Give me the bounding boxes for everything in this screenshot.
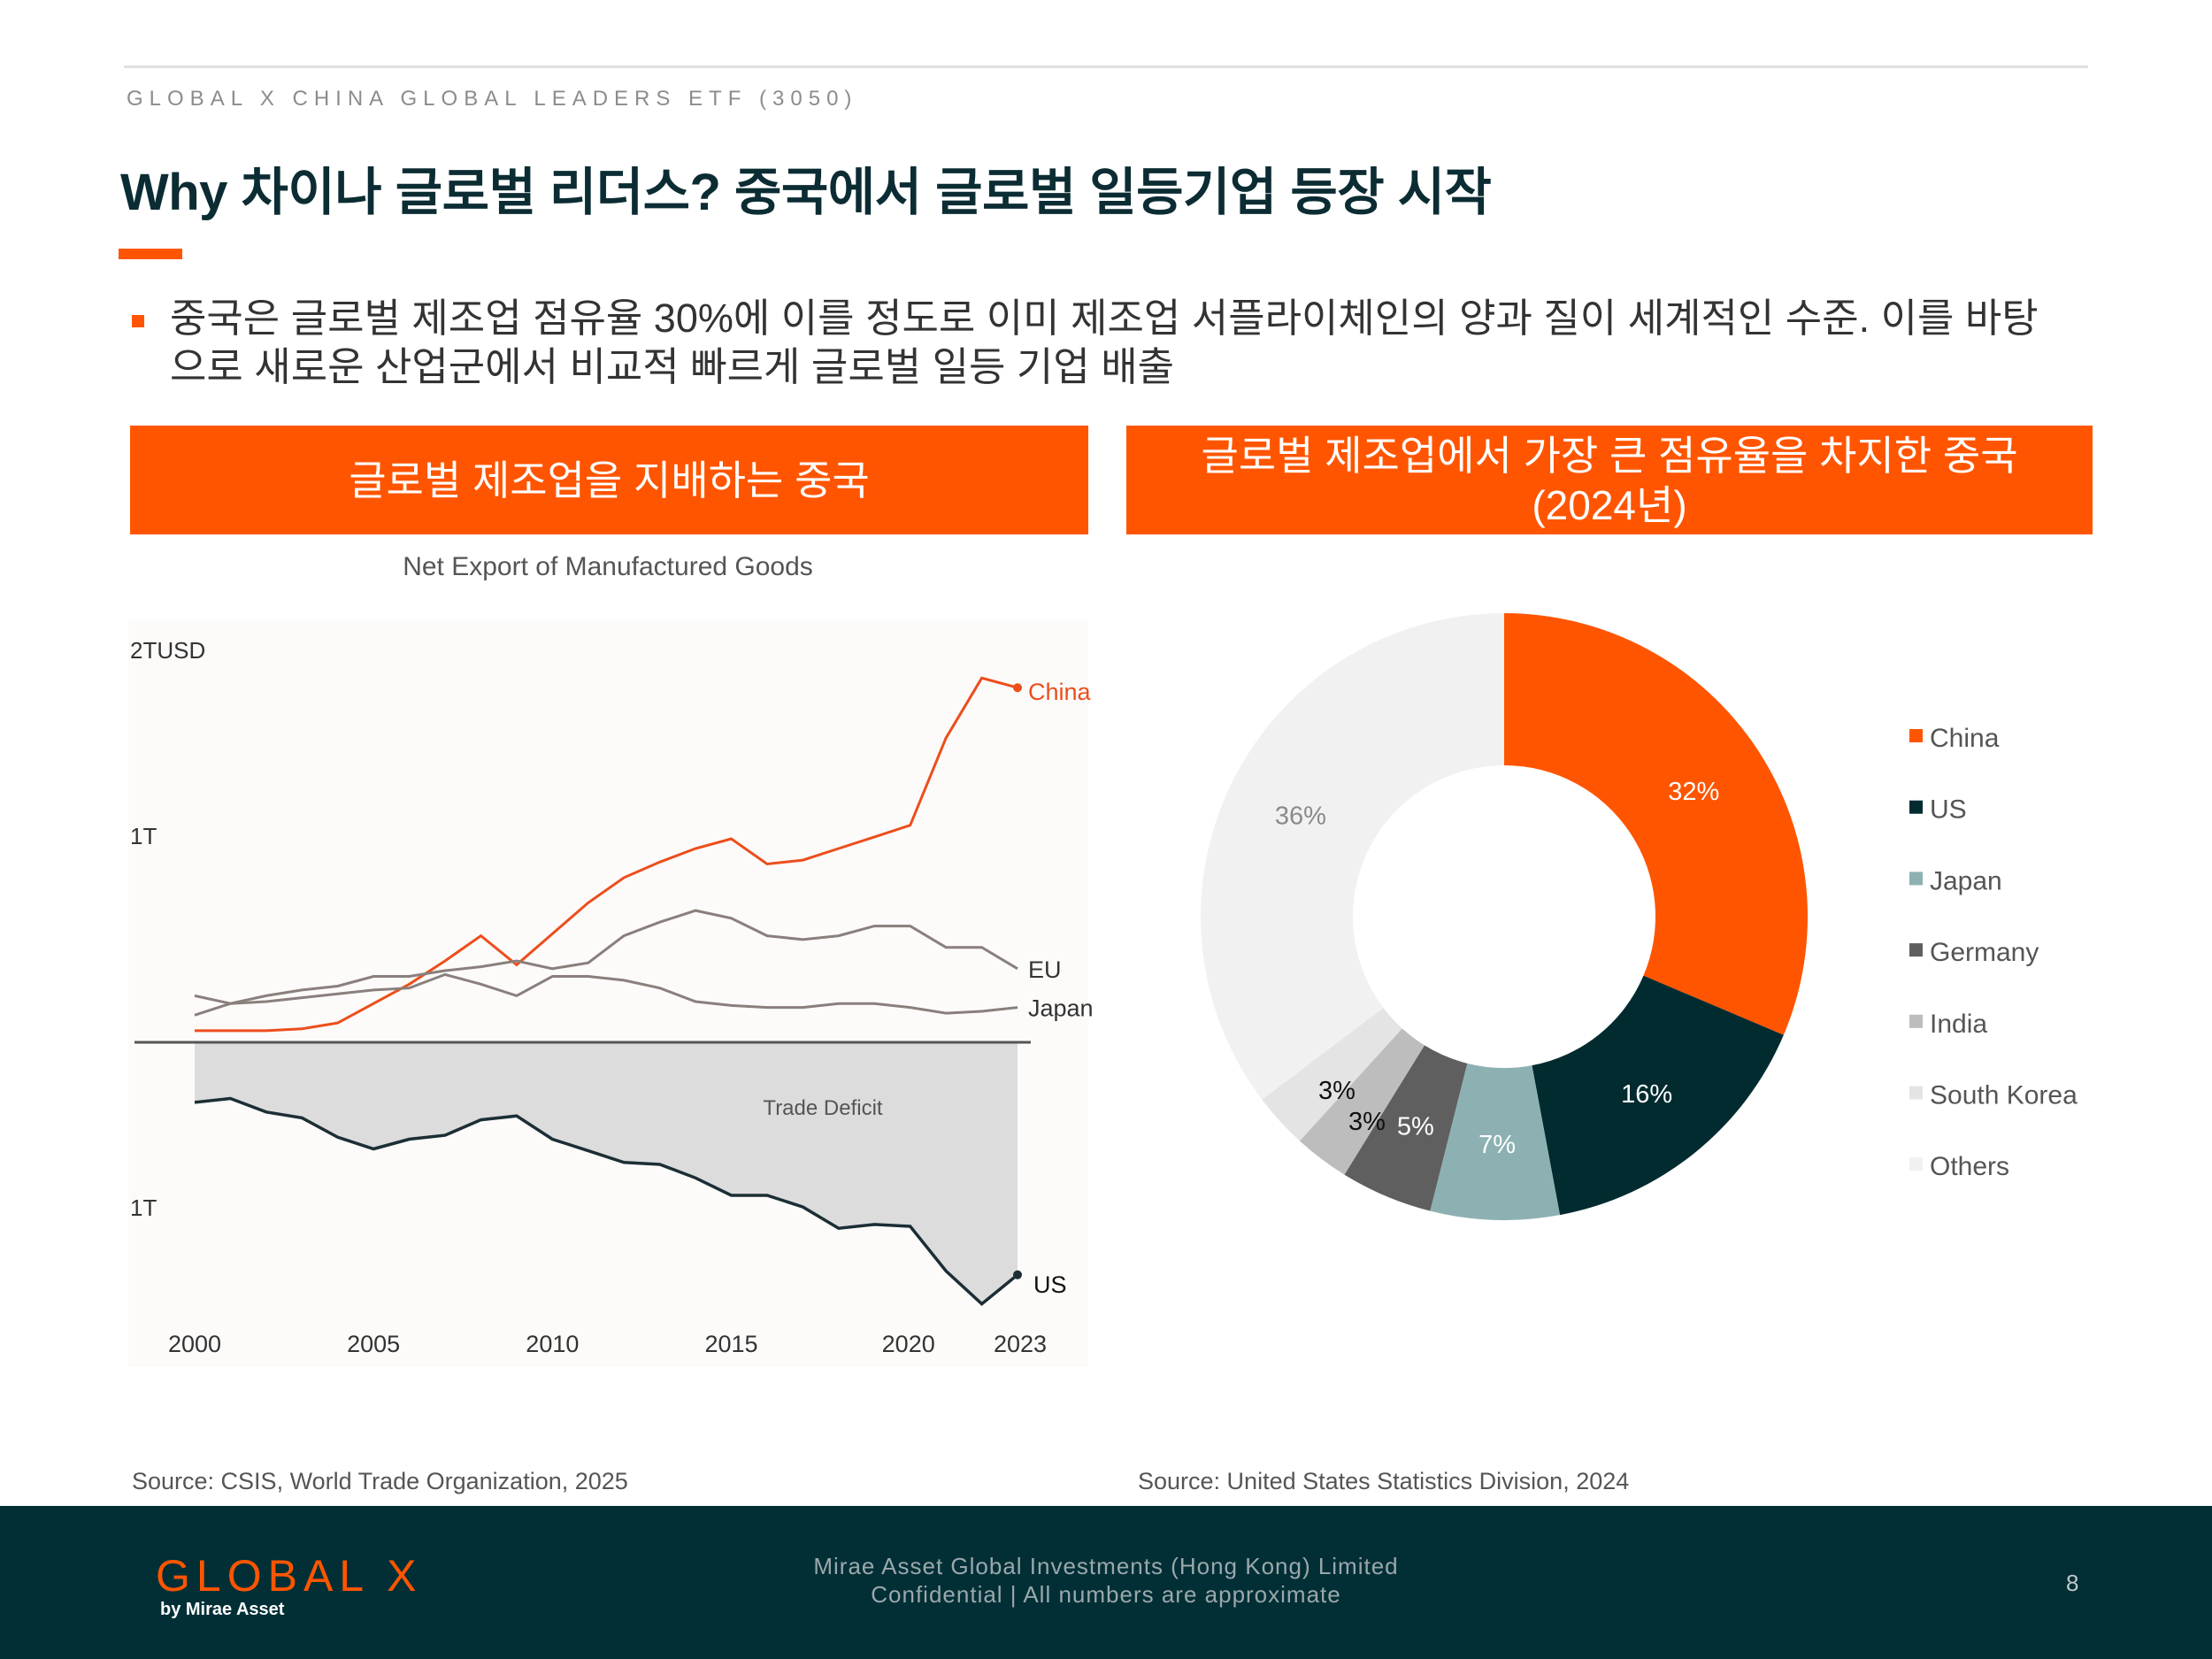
- legend-swatch-japan: [1909, 872, 1923, 886]
- series-line-china: [195, 676, 1018, 1033]
- legend-swatch-south-korea: [1909, 1086, 1923, 1100]
- footer-company-line2: Confidential | All numbers are approxima…: [871, 1581, 1341, 1608]
- chart-title: Net Export of Manufactured Goods: [403, 552, 813, 581]
- slice-label-us: 16%: [1621, 1080, 1672, 1109]
- footer-company-info: Mirae Asset Global Investments (Hong Kon…: [664, 1552, 1548, 1609]
- donut-slice-others: [1201, 613, 1504, 1100]
- x-tick-label-2015: 2015: [704, 1331, 757, 1357]
- donut-slices: [1201, 613, 1808, 1220]
- left-panel-header-text: 글로벌 제조업을 지배하는 중국: [349, 457, 870, 503]
- legend-swatch-germany: [1909, 943, 1923, 957]
- fund-label: GLOBAL X CHINA GLOBAL LEADERS ETF (3050): [127, 87, 858, 111]
- donut-slice-south-korea: [1262, 1008, 1402, 1141]
- slice-label-china: 32%: [1668, 778, 1719, 806]
- left-panel-header: 글로벌 제조업을 지배하는 중국: [130, 426, 1088, 534]
- legend-swatch-china: [1909, 729, 1923, 742]
- slice-label-others: 36%: [1275, 802, 1326, 830]
- bullet-square-icon: [132, 315, 144, 327]
- series-label-us: US: [1033, 1271, 1067, 1298]
- donut-slice-germany: [1344, 1045, 1468, 1211]
- x-tick-label-2020: 2020: [882, 1331, 935, 1357]
- y-tick-label-1t: 1T: [130, 823, 157, 849]
- legend-swatch-others: [1909, 1157, 1923, 1171]
- donut-slice-china: [1504, 613, 1808, 1035]
- slice-label-south-korea: 3%: [1348, 1108, 1386, 1136]
- donut-slice-labels: 32% 16% 7% 5% 3% 3% 36%: [1275, 778, 1719, 1159]
- x-axis-ticks: 2000 2005 2010 2015 2020 2023: [168, 1331, 1047, 1357]
- series-line-us: [194, 1096, 1019, 1307]
- slice-label-japan: 7%: [1479, 1131, 1516, 1159]
- manufacturing-share-donut-chart: 32% 16% 7% 5% 3% 3% 36% China US Japan G…: [1201, 613, 2078, 1220]
- series-label-china: China: [1028, 679, 1092, 705]
- series-end-marker-us: [1013, 1270, 1022, 1279]
- page-title: Why 차이나 글로벌 리더스? 중국에서 글로벌 일등기업 등장 시작: [120, 164, 1492, 221]
- x-tick-label-2010: 2010: [526, 1331, 579, 1357]
- donut-slice-india: [1299, 1028, 1425, 1175]
- top-divider: [124, 65, 2088, 68]
- series-label-japan: Japan: [1028, 995, 1094, 1022]
- chart-series-group: China EU Japan US: [194, 676, 1094, 1307]
- bullet-text: 중국은 글로벌 제조업 점유율 30%에 이를 정도로 이미 제조업 서플라이체…: [170, 296, 2039, 389]
- page-number: 8: [2066, 1570, 2079, 1596]
- trade-deficit-area: [195, 1042, 1018, 1304]
- right-panel-header-line1: 글로벌 제조업에서 가장 큰 점유율을 차지한 중국: [1201, 432, 2018, 479]
- legend-label-japan: Japan: [1930, 866, 2002, 895]
- series-line-japan: [194, 972, 1018, 1015]
- trade-deficit-annotation: Trade Deficit: [763, 1096, 882, 1120]
- right-panel-header: 글로벌 제조업에서 가장 큰 점유율을 차지한 중국 (2024년): [1126, 426, 2093, 534]
- legend-swatch-us: [1909, 800, 1923, 814]
- series-label-eu: EU: [1028, 956, 1062, 983]
- footer-bar: [0, 1506, 2212, 1659]
- logo-subtitle: by Mirae Asset: [160, 1600, 285, 1619]
- donut-slice-japan: [1430, 1063, 1561, 1220]
- legend-label-us: US: [1930, 795, 1967, 825]
- legend-swatch-india: [1909, 1014, 1923, 1028]
- legend-label-china: China: [1930, 724, 2000, 753]
- donut-slice-us: [1532, 975, 1784, 1216]
- title-accent-bar: [119, 249, 182, 259]
- series-end-marker-china: [1013, 683, 1022, 693]
- x-tick-label-2000: 2000: [168, 1331, 221, 1357]
- y-tick-label-2t: 2TUSD: [130, 637, 205, 664]
- net-export-line-chart: Net Export of Manufactured Goods 2TUSD 1…: [128, 552, 1094, 1367]
- legend-label-germany: Germany: [1930, 938, 2039, 967]
- donut-legend: China US Japan Germany India South Korea…: [1909, 724, 2078, 1181]
- legend-label-south-korea: South Korea: [1930, 1081, 2078, 1110]
- slice-label-germany: 5%: [1397, 1113, 1434, 1141]
- slice-label-india: 3%: [1318, 1077, 1356, 1105]
- series-line-eu: [194, 909, 1018, 1017]
- x-tick-label-2023: 2023: [994, 1331, 1047, 1357]
- right-panel-header-line2: (2024년): [1532, 481, 1687, 528]
- legend-label-india: India: [1930, 1010, 1987, 1039]
- footer-company-line1: Mirae Asset Global Investments (Hong Kon…: [813, 1553, 1399, 1579]
- right-chart-source: Source: United States Statistics Divisio…: [1138, 1468, 1630, 1494]
- global-x-logo: GLOBAL X: [156, 1551, 423, 1601]
- left-chart-source: Source: CSIS, World Trade Organization, …: [132, 1468, 628, 1494]
- x-tick-label-2005: 2005: [347, 1331, 400, 1357]
- legend-label-others: Others: [1930, 1152, 2009, 1181]
- y-tick-label-neg-1t: 1T: [130, 1194, 157, 1221]
